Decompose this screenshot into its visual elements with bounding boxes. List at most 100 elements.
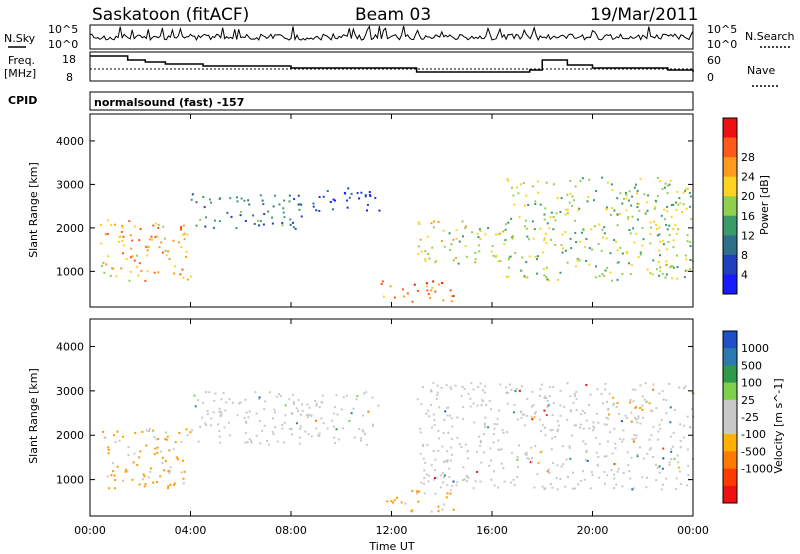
data-cell (594, 276, 597, 279)
data-cell (452, 238, 455, 241)
data-cell (427, 292, 430, 295)
data-cell (666, 248, 669, 251)
data-cell (109, 274, 112, 277)
data-cell (531, 185, 534, 188)
colorbar-segment (723, 137, 737, 158)
data-cell (627, 463, 630, 466)
data-cell (662, 398, 665, 401)
data-cell (421, 445, 424, 448)
data-cell (649, 272, 652, 275)
data-cell (615, 240, 618, 243)
data-cell (588, 178, 591, 181)
data-cell (263, 424, 266, 427)
data-cell (173, 272, 176, 275)
data-cell (542, 251, 545, 254)
data-cell (493, 484, 496, 487)
data-cell (649, 409, 652, 412)
data-cell (564, 230, 567, 233)
data-cell (656, 268, 659, 271)
data-cell (550, 238, 553, 241)
data-cell (559, 211, 562, 214)
data-cell (641, 226, 644, 229)
data-cell (127, 453, 130, 456)
colorbar-segment (723, 382, 737, 401)
data-cell (343, 191, 346, 194)
data-cell (574, 231, 577, 234)
data-cell (163, 469, 166, 472)
data-cell (268, 443, 271, 446)
data-cell (197, 440, 200, 443)
data-cell (161, 456, 164, 459)
data-cell (434, 458, 437, 461)
data-cell (464, 443, 467, 446)
data-cell (497, 439, 500, 442)
data-cell (592, 425, 595, 428)
data-cell (180, 228, 183, 231)
data-cell (181, 459, 184, 462)
data-cell (483, 423, 486, 426)
data-cell (245, 431, 248, 434)
data-cell (657, 261, 660, 264)
data-cell (501, 429, 504, 432)
data-cell (545, 266, 548, 269)
data-cell (148, 430, 151, 433)
data-cell (679, 423, 682, 426)
time-tick-label: 00:00 (74, 524, 106, 537)
data-cell (636, 453, 639, 456)
data-cell (656, 438, 659, 441)
data-cell (568, 445, 571, 448)
colorbar-segment (723, 331, 737, 349)
time-tick-label: 16:00 (476, 524, 508, 537)
data-cell (432, 382, 435, 385)
data-cell (451, 485, 454, 488)
data-cell (333, 436, 336, 439)
data-cell (106, 475, 109, 478)
data-cell (504, 238, 507, 241)
data-cell (525, 276, 528, 279)
data-cell (432, 413, 435, 416)
data-cell (663, 208, 666, 211)
data-cell (250, 441, 253, 444)
data-cell (452, 480, 455, 483)
data-cell (462, 466, 465, 469)
data-cell (598, 223, 601, 226)
data-cell (212, 226, 215, 229)
data-cell (474, 261, 477, 264)
data-cell (559, 404, 562, 407)
data-cell (465, 475, 468, 478)
data-cell (164, 460, 167, 463)
data-cell (223, 426, 226, 429)
data-cell (477, 385, 480, 388)
data-cell (332, 198, 335, 201)
data-cell (528, 457, 531, 460)
data-cell (552, 228, 555, 231)
data-cell (335, 428, 338, 431)
data-cell (658, 274, 661, 277)
data-cell (337, 438, 340, 441)
data-cell (659, 266, 662, 269)
data-cell (219, 414, 222, 417)
data-cell (116, 430, 119, 433)
data-cell (235, 196, 238, 199)
data-cell (536, 255, 539, 258)
data-cell (679, 202, 682, 205)
data-cell (679, 439, 682, 442)
data-cell (162, 225, 165, 228)
data-cell (244, 441, 247, 444)
data-cell (292, 226, 295, 229)
data-cell (255, 412, 258, 415)
data-cell (449, 289, 452, 292)
data-cell (560, 197, 563, 200)
data-cell (429, 403, 432, 406)
freq-panel-frame (89, 51, 694, 82)
data-cell (164, 249, 167, 252)
data-cell (543, 426, 546, 429)
data-cell (622, 438, 625, 441)
data-cell (182, 233, 185, 236)
data-cell (186, 434, 189, 437)
data-cell (456, 416, 459, 419)
data-cell (183, 238, 186, 241)
data-cell (122, 244, 125, 247)
data-cell (627, 218, 630, 221)
data-cell (539, 418, 542, 421)
